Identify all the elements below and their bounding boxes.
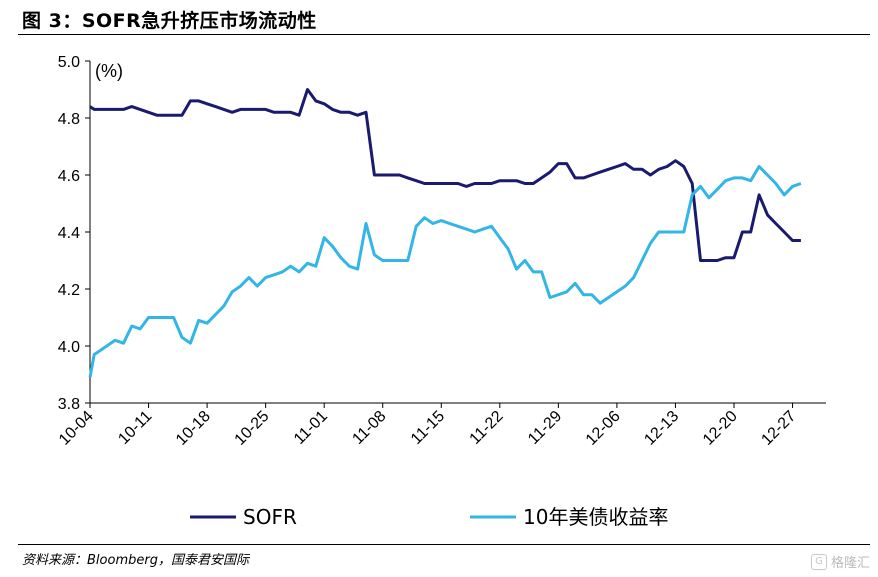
x-tick-label: 12-06 bbox=[583, 408, 624, 449]
y-tick-label: 4.0 bbox=[58, 339, 80, 356]
x-tick-label: 12-13 bbox=[641, 408, 682, 449]
y-tick-label: 3.8 bbox=[58, 396, 80, 413]
x-tick-label: 11-01 bbox=[291, 408, 331, 448]
x-tick-label: 10-04 bbox=[56, 408, 97, 449]
source-note: 资料来源：Bloomberg，国泰君安国际 bbox=[22, 553, 249, 568]
watermark: G 格隆汇 bbox=[810, 552, 870, 571]
unit-label: (%) bbox=[95, 61, 123, 81]
x-tick-label: 10-18 bbox=[173, 408, 214, 449]
x-tick-label: 11-08 bbox=[349, 408, 389, 448]
y-tick-label: 4.4 bbox=[58, 225, 80, 242]
y-tick-label: 5.0 bbox=[58, 54, 80, 71]
y-tick-label: 4.2 bbox=[58, 282, 80, 299]
y-axis: 3.8 4.0 4.2 4.4 4.6 4.8 5.0 bbox=[58, 54, 91, 413]
y-tick-label: 4.6 bbox=[58, 168, 80, 185]
x-tick-label: 11-15 bbox=[408, 408, 448, 448]
x-tick-label: 11-22 bbox=[467, 408, 507, 448]
watermark-text: 格隆汇 bbox=[830, 556, 870, 571]
legend-label: 10年美债收益率 bbox=[523, 505, 668, 529]
x-tick-label: 11-29 bbox=[525, 408, 565, 448]
figure-title: 图 3：SOFR急升挤压市场流动性 bbox=[22, 10, 317, 32]
x-tick-label: 12-27 bbox=[758, 408, 799, 449]
y-tick-label: 4.8 bbox=[58, 111, 80, 128]
legend: SOFR 10年美债收益率 bbox=[190, 505, 668, 529]
x-axis: 10-04 10-11 10-18 10-25 11-01 11-08 11-15 11-22… bbox=[56, 402, 826, 449]
x-tick-label: 10-25 bbox=[232, 408, 273, 449]
title-rule bbox=[18, 34, 870, 35]
legend-label: SOFR bbox=[243, 505, 297, 529]
series-line-sofr bbox=[89, 88, 801, 262]
series-lines bbox=[88, 88, 802, 378]
series-line-us10y bbox=[88, 165, 802, 378]
x-tick-label: 12-20 bbox=[700, 408, 741, 449]
watermark-logo-icon: G bbox=[810, 553, 827, 570]
source-rule bbox=[18, 544, 870, 545]
x-tick-label: 10-11 bbox=[115, 408, 155, 448]
